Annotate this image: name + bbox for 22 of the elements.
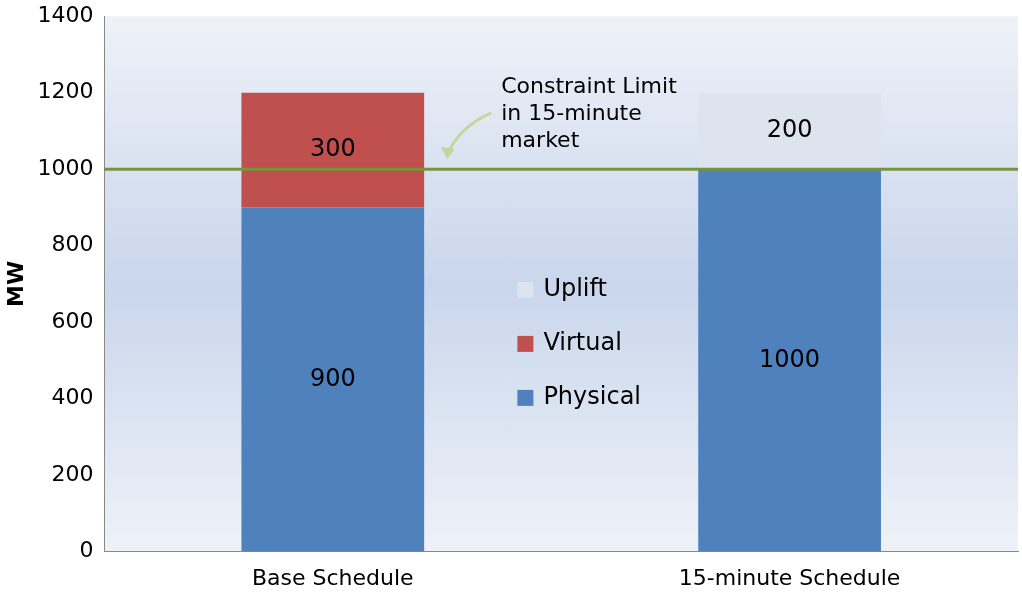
legend-label: Uplift (543, 274, 607, 303)
y-tick-label: 1400 (37, 1, 94, 27)
bar (698, 169, 881, 552)
data-label: 300 (309, 134, 356, 163)
data-label: 900 (309, 363, 356, 392)
legend-label: Virtual (543, 328, 622, 357)
y-tick-label: 400 (51, 384, 94, 410)
y-tick-label: 1000 (37, 154, 94, 180)
x-tick-label: Base Schedule (251, 564, 414, 590)
bar (241, 92, 425, 208)
data-label: 200 (766, 115, 813, 144)
legend-label: Physical (543, 382, 642, 411)
bar (241, 207, 425, 552)
x-tick-label: 15-minute Schedule (678, 564, 901, 590)
y-tick-label: 800 (51, 231, 94, 257)
y-tick-label: 200 (51, 460, 94, 486)
ref-line-label: Constraint Limit in 15-minute market (501, 72, 678, 152)
y-tick-label: 0 (79, 537, 94, 563)
y-tick-label: 1200 (37, 78, 94, 104)
data-label: 1000 (759, 344, 821, 373)
y-tick-label: 600 (51, 307, 94, 333)
y-axis-title: MW (2, 260, 28, 307)
